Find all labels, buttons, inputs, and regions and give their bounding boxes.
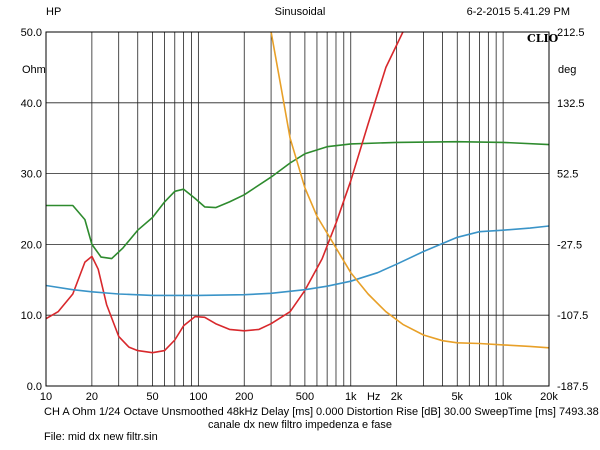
x-unit-label: Hz [367,391,380,403]
left-y-tick-label: 20.0 [21,239,42,251]
right-y-tick-label: -27.5 [557,239,582,251]
left-y-tick-label: 30.0 [21,169,42,181]
series-layer [46,32,549,354]
x-tick-label: 2k [391,391,403,403]
header-left: HP [46,6,62,18]
x-tick-label: 10 [40,391,52,403]
left-y-tick-label: 0.0 [27,381,42,393]
x-tick-label: 5k [451,391,463,403]
right-axis-unit: deg [558,64,577,76]
orange-curve [270,32,549,349]
green-curve [46,140,549,260]
x-tick-label: 20k [540,391,558,403]
x-tick-label: 200 [235,391,253,403]
grid [45,31,550,387]
x-tick-label: 100 [189,391,207,403]
clio-logo: CLIO [527,32,559,45]
right-y-tick-label: -107.5 [557,310,588,322]
x-tick-label: 500 [296,391,314,403]
left-y-tick-label: 10.0 [21,310,42,322]
red-curve [46,32,404,354]
right-y-tick-label: 212.5 [557,27,585,39]
right-y-tick-label: 132.5 [557,98,585,110]
file-name: File: mid dx new filtr.sin [44,431,158,443]
chart-caption: canale dx new filtro impedenza e fase [207,419,393,431]
right-y-tick-label: -187.5 [557,381,588,393]
tick-labels: 0.0 10.0 20.0 30.0 40.0 50.0 -187.5 -107.5 -27.5… [21,27,589,403]
header-timestamp: 6-2-2015 5.41.29 PM [466,6,570,18]
plot-frame [45,31,550,387]
right-y-tick-label: 52.5 [557,169,578,181]
logo-backing [528,34,548,44]
left-y-tick-label: 50.0 [21,27,42,39]
header-title: Sinusoidal [274,6,326,18]
x-tick-label: 1k [345,391,357,403]
measurement-settings: CH A Ohm 1/24 Octave Unsmoothed 48kHz De… [44,406,599,418]
left-y-tick-label: 40.0 [21,98,42,110]
x-tick-label: 20 [86,391,98,403]
left-axis-unit: Ohm [22,64,46,76]
blue-curve [46,225,549,297]
x-tick-label: 50 [146,391,158,403]
x-tick-label: 10k [494,391,512,403]
